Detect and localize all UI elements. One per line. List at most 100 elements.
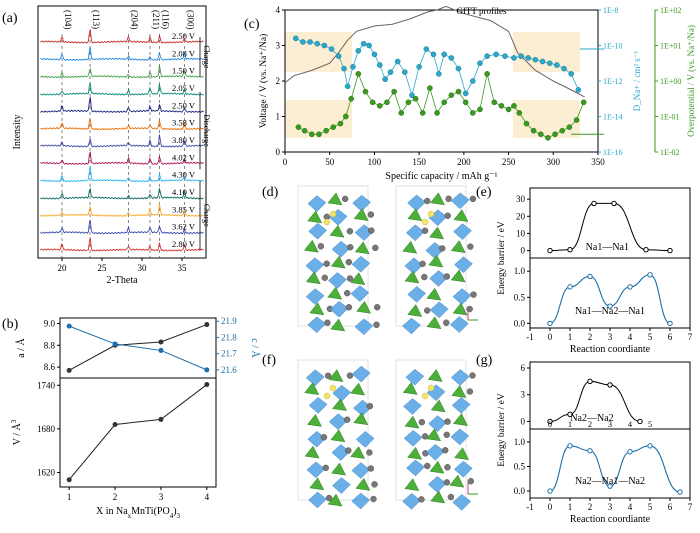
na-atom <box>444 418 451 425</box>
tetrahedron <box>404 270 420 284</box>
na-atom <box>418 418 426 426</box>
peak-label-1: (113) <box>91 10 101 29</box>
tetrahedron <box>430 490 446 504</box>
diffusion-point-14 <box>376 62 383 68</box>
tetrahedron <box>452 302 468 316</box>
d-axis-label: D_Na+ / cm² s⁻¹ <box>632 50 642 111</box>
octahedron <box>305 288 325 305</box>
tetrahedron <box>428 254 444 268</box>
na-migration-site <box>427 384 435 392</box>
octahedron <box>308 397 328 414</box>
tetrahedron <box>350 446 366 459</box>
overpotential-point-30 <box>505 106 512 113</box>
voltage-curve <box>284 5 585 98</box>
diffusion-point-13 <box>371 51 378 58</box>
tetrahedron <box>350 272 366 285</box>
x-tick-label-2: 1 <box>568 332 573 342</box>
octahedron <box>427 476 447 493</box>
x-tick-label-3: 2 <box>588 332 593 342</box>
na-atom <box>366 402 374 410</box>
peak-label-5: (300) <box>185 10 195 30</box>
d-tick-label-1: 1E-10 <box>603 42 623 51</box>
overpotential-point-21 <box>441 99 447 106</box>
overpotential-point-3 <box>316 131 322 138</box>
y-tick-label-2: 2 <box>276 76 281 86</box>
tetrahedron <box>429 226 445 240</box>
diffusion-point-30 <box>484 53 490 59</box>
x-tick-label-2: 30 <box>138 263 148 273</box>
octahedron <box>451 397 471 414</box>
peak-label-3: (211) <box>151 10 161 29</box>
panel-label-g: (g) <box>476 353 493 368</box>
xrd-pattern-10 <box>40 203 204 217</box>
octahedron <box>405 368 425 386</box>
top-y-tick-label-3: 30 <box>516 194 526 204</box>
x-tick-label-7: 6 <box>668 332 673 342</box>
na-atom <box>371 481 378 488</box>
tetrahedron <box>427 369 443 382</box>
diffusion-point-17 <box>394 58 401 65</box>
na-atom <box>443 319 450 326</box>
panel-f-structure <box>297 359 478 511</box>
na-atom <box>467 477 475 485</box>
tetrahedron <box>402 382 418 395</box>
tetrahedron <box>307 413 322 427</box>
c-point-2 <box>158 347 164 353</box>
y-axis-label: Energy barrier / eV <box>497 393 507 467</box>
top-barrier-point-1 <box>567 247 573 253</box>
top-x-tick-label-4: 4 <box>628 420 632 429</box>
octahedron <box>331 240 351 258</box>
octahedron <box>450 428 470 446</box>
tetrahedron <box>350 382 366 396</box>
panel-e-barriers: 0 10 20 30 Na1—Na1 0.0 0.5 1.0 Na1—Na2—Na1 -1 0 1 2 3… <box>497 187 693 355</box>
xrd-pattern-7 <box>40 151 204 165</box>
bottom-barrier-point-0 <box>547 320 553 327</box>
y-axis-label-left: Voltage / V (vs. Na⁺/Na) <box>258 34 269 128</box>
v-tick-label-0: 1620 <box>37 467 56 477</box>
na-atom <box>445 195 452 203</box>
tetrahedron <box>407 208 423 222</box>
op-tick-label-2: 1E+00 <box>660 77 681 86</box>
tetrahedron <box>327 192 343 206</box>
na-atom <box>444 464 451 471</box>
x-axis-label-sub1: x <box>128 512 132 520</box>
xrd-pattern-1 <box>40 46 204 61</box>
octahedron <box>407 286 427 303</box>
x-tick-label-1: 2 <box>113 492 118 502</box>
diffusion-point-40 <box>561 65 567 72</box>
tetrahedron <box>330 429 346 443</box>
na-atom <box>346 372 354 379</box>
xrd-pattern-4 <box>40 97 204 113</box>
diffusion-point-32 <box>502 53 508 59</box>
tetrahedron <box>332 398 347 411</box>
overpotential-point-8 <box>348 95 354 102</box>
x-tick-label-8: 7 <box>688 332 693 342</box>
x-tick-label-8: 7 <box>688 502 693 512</box>
tetrahedron <box>407 304 423 317</box>
series-label-1: 2.08 V <box>172 48 196 58</box>
top-barrier-point-5 <box>667 247 673 254</box>
octahedron <box>402 493 421 510</box>
a-point-0 <box>66 367 72 373</box>
octahedron <box>407 194 426 212</box>
tetrahedron <box>450 269 466 283</box>
tetrahedron <box>355 477 371 491</box>
xrd-pattern-12 <box>40 237 204 252</box>
octahedron <box>328 413 348 431</box>
overpotential-point-5 <box>330 124 337 130</box>
a-axis-label: a / Å <box>15 338 27 358</box>
overpotential-point-35 <box>537 131 544 138</box>
overpotential-point-17 <box>412 95 419 102</box>
x-tick-label-7: 6 <box>668 502 673 512</box>
peak-label-4: (116) <box>161 10 171 29</box>
na-migration-site <box>421 392 429 400</box>
overpotential-point-23 <box>455 88 462 95</box>
overpotential-point-28 <box>491 99 498 106</box>
unit-cell-0 <box>297 359 369 501</box>
octahedron <box>453 223 472 240</box>
c-point-3 <box>204 367 210 373</box>
na-migration-site <box>427 210 435 218</box>
na-atom <box>347 244 354 251</box>
c-point-0 <box>66 323 72 329</box>
op-tick-label-4: 1E-02 <box>660 148 680 157</box>
